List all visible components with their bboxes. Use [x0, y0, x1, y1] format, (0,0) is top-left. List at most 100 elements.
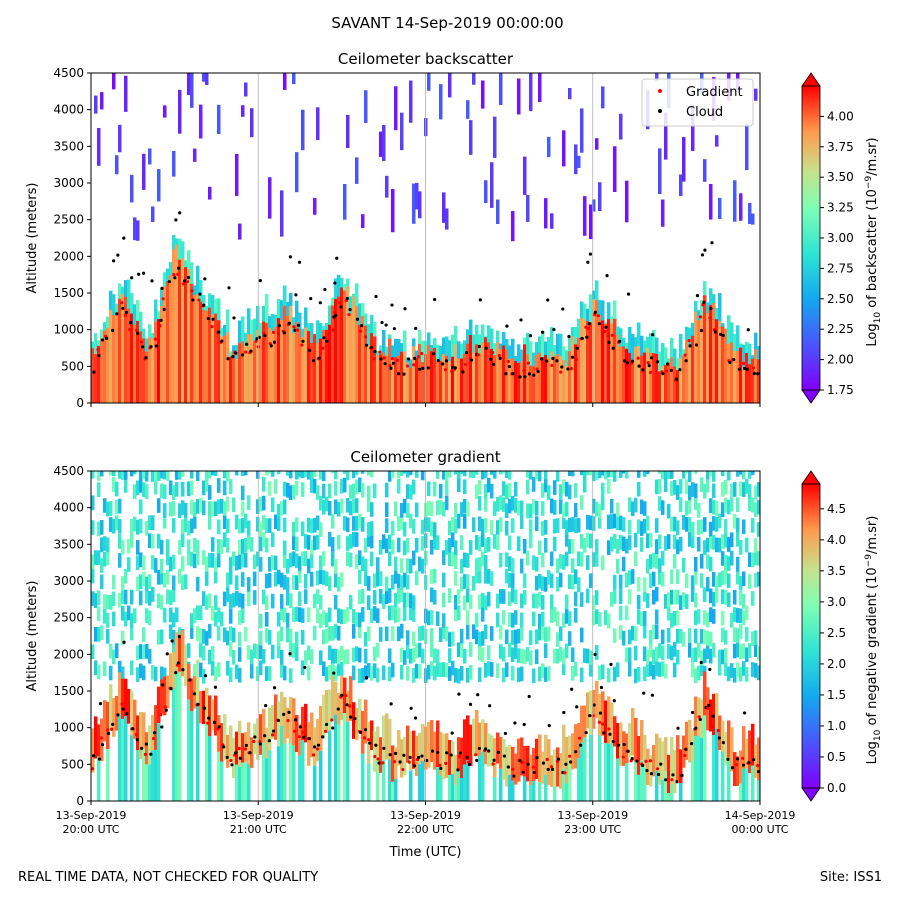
gradient-marker: [210, 324, 214, 329]
gradient-marker: [321, 346, 325, 350]
cloud-marker: [331, 726, 335, 730]
cloud-marker: [580, 336, 584, 341]
cloud-marker: [379, 357, 383, 361]
gradient-marker: [698, 315, 703, 319]
colorbar-tick-label: 1.5: [827, 688, 846, 702]
gradient-marker: [140, 340, 144, 344]
cloud-marker: [743, 366, 747, 371]
cloud-marker: [160, 725, 164, 729]
panel-gradient: 13-Sep-2019 20:00 UTC 13-Sep-2019 21:00 UTC…: [25, 448, 883, 860]
gradient-marker: [412, 363, 416, 367]
cloud-marker: [234, 751, 238, 755]
cloud-marker: [574, 750, 578, 754]
cloud-marker: [231, 354, 235, 359]
gradient-marker: [367, 738, 371, 742]
cloud-marker: [324, 722, 329, 727]
cloud-marker: [737, 367, 742, 371]
cloud-marker: [665, 362, 670, 366]
gradient-marker: [549, 765, 554, 769]
cloud-marker: [413, 356, 417, 360]
cloud-marker: [333, 281, 337, 285]
cloud-marker: [98, 702, 103, 706]
y-tick-label: 500: [61, 359, 84, 373]
cloud-marker: [540, 357, 544, 361]
cloud-marker: [287, 710, 291, 714]
gradient-marker: [110, 727, 114, 731]
cloud-marker: [303, 665, 307, 670]
colorbar-tick-label: 3.50: [827, 170, 854, 184]
gradient-marker: [393, 760, 397, 764]
cloud-marker: [349, 715, 353, 719]
cloud-marker: [389, 366, 393, 370]
cloud-marker: [425, 758, 429, 763]
gradient-marker: [474, 753, 478, 757]
gradient-marker: [254, 339, 258, 343]
cloud-marker: [121, 707, 125, 711]
gradient-marker: [648, 759, 653, 763]
cloud-marker: [316, 743, 321, 747]
cloud-marker: [456, 768, 460, 772]
cloud-marker: [297, 260, 302, 264]
gradient-marker: [710, 724, 714, 729]
cloud-marker: [222, 745, 226, 749]
y-tick-label: 500: [61, 757, 84, 771]
cloud-marker: [293, 718, 298, 722]
cloud-marker: [339, 305, 343, 309]
gradient-marker: [506, 359, 510, 364]
cloud-marker: [116, 253, 120, 257]
cloud-marker: [178, 211, 182, 215]
gradient-marker: [373, 754, 377, 759]
cloud-marker: [521, 770, 525, 774]
cloud-marker: [484, 346, 488, 350]
gradient-marker: [601, 722, 605, 726]
cloud-marker: [154, 344, 158, 348]
cloud-marker: [664, 778, 668, 782]
cloud-marker: [616, 743, 621, 747]
cloud-marker: [249, 349, 253, 353]
cloud-marker: [181, 668, 185, 672]
cloud-marker: [129, 320, 133, 325]
cloud-marker: [202, 706, 207, 710]
cloud-marker: [377, 761, 381, 765]
y-tick-label: 1500: [53, 684, 84, 698]
cloud-marker: [551, 356, 555, 361]
gradient-marker: [143, 752, 147, 756]
cloud-marker: [532, 373, 536, 377]
y-tick-label: 3500: [53, 139, 84, 153]
gradient-marker: [158, 324, 162, 328]
cloud-marker: [699, 660, 703, 665]
y-tick-label: 4500: [53, 464, 84, 478]
cloud-marker: [741, 763, 746, 767]
cloud-marker: [136, 331, 140, 335]
y-tick-label: 4000: [53, 501, 84, 515]
cloud-marker: [570, 687, 574, 691]
colorbar-tick-label: 4.5: [827, 502, 846, 516]
legend-marker-cloud: [658, 109, 662, 113]
cloud-marker: [675, 780, 679, 784]
gradient-marker: [621, 755, 625, 759]
cloud-marker: [436, 750, 440, 755]
gradient-marker: [123, 313, 128, 317]
cloud-marker: [122, 640, 126, 644]
cloud-marker: [271, 729, 276, 733]
colorbar-gradient: [802, 484, 820, 788]
cloud-marker: [322, 336, 326, 340]
gradient-marker: [388, 363, 392, 368]
cloud-marker: [647, 364, 651, 368]
cloud-marker: [713, 330, 717, 334]
cloud-marker: [398, 760, 402, 764]
cloud-marker: [650, 333, 655, 337]
colorbar-tick-label: 4.0: [827, 533, 846, 547]
colorbar-tick-label: 2.25: [827, 322, 854, 336]
marker-layer: [92, 211, 760, 382]
gradient-marker: [463, 362, 468, 367]
gradient-marker: [390, 357, 394, 361]
cloud-marker: [684, 359, 688, 363]
cloud-marker: [203, 674, 208, 678]
cloud-marker: [122, 236, 126, 240]
gradient-marker: [295, 328, 300, 332]
gradient-marker: [756, 764, 760, 768]
cloud-marker: [149, 752, 153, 756]
y-axis-label: Altitude (meters): [25, 183, 40, 294]
cloud-marker: [756, 372, 760, 376]
